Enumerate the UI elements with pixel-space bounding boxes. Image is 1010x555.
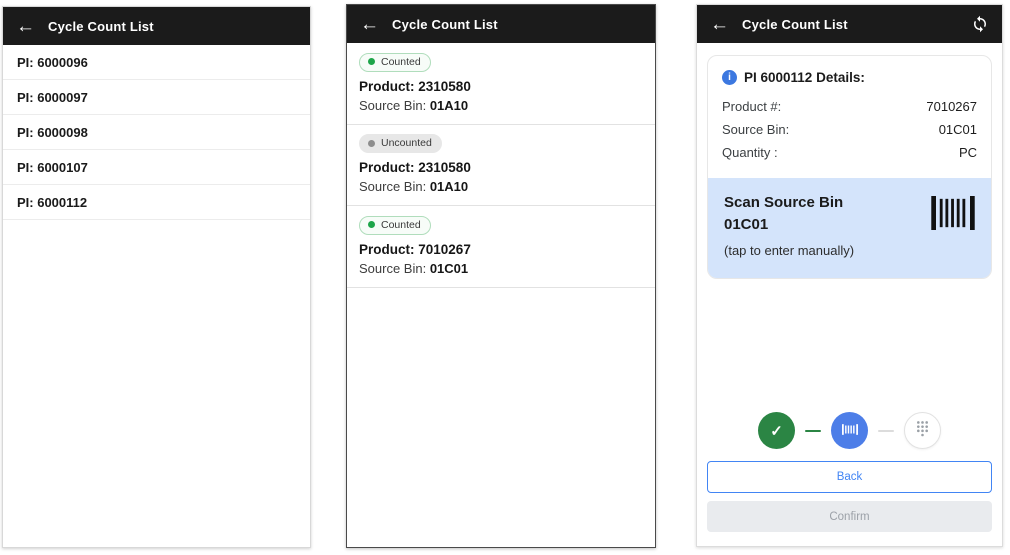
back-arrow-icon[interactable]: ←	[16, 15, 35, 37]
step-connector	[878, 429, 894, 432]
back-arrow-icon[interactable]: ←	[360, 13, 379, 35]
status-badge: Uncounted	[359, 134, 442, 153]
pi-details-card: i PI 6000112 Details: Product #: 7010267…	[707, 55, 992, 279]
keypad-icon	[916, 420, 929, 442]
detail-row: Quantity : PC	[722, 141, 977, 164]
step-scan-bin-active	[831, 412, 868, 449]
card-title-row: i PI 6000112 Details:	[708, 56, 991, 93]
pi-list-item[interactable]: PI: 6000098	[3, 115, 310, 150]
confirm-button[interactable]: Confirm	[707, 501, 992, 532]
detail-rows: Product #: 7010267 Source Bin: 01C01 Qua…	[708, 93, 991, 178]
pi-list-item[interactable]: PI: 6000112	[3, 185, 310, 220]
step-quantity-pending	[904, 412, 941, 449]
status-badge: Counted	[359, 215, 431, 235]
progress-stepper: ✓	[697, 412, 1002, 449]
detail-value: 01C01	[938, 122, 977, 137]
status-dot-icon	[368, 221, 375, 228]
appbar-title: Cycle Count List	[392, 16, 498, 32]
screen-pi-list: ← Cycle Count List PI: 6000096 PI: 60000…	[2, 6, 311, 548]
detail-value: PC	[958, 145, 977, 160]
refresh-icon[interactable]	[971, 15, 989, 33]
detail-row: Source Bin: 01C01	[722, 118, 977, 141]
count-list-item[interactable]: Uncounted Product: 2310580 Source Bin: 0…	[347, 125, 655, 206]
back-arrow-icon[interactable]: ←	[710, 13, 729, 35]
scan-title-line2: 01C01	[724, 215, 769, 233]
detail-label: Product #:	[722, 99, 782, 114]
scan-hint: (tap to enter manually)	[724, 242, 855, 258]
appbar: ← Cycle Count List	[347, 5, 655, 43]
detail-value: 7010267	[926, 99, 977, 114]
pi-list-item[interactable]: PI: 6000107	[3, 150, 310, 185]
empty-space	[697, 279, 1002, 412]
product-line: Product: 2310580	[359, 78, 471, 94]
status-label: Counted	[381, 218, 421, 231]
back-button[interactable]: Back	[707, 461, 992, 493]
screen-count-list: ← Cycle Count List Counted Product: 2310…	[346, 4, 656, 548]
count-list-item[interactable]: Counted Product: 7010267 Source Bin: 01C…	[347, 206, 655, 288]
detail-label: Quantity :	[722, 145, 778, 160]
product-line: Product: 2310580	[359, 160, 471, 175]
step-details-done: ✓	[758, 412, 795, 449]
source-bin-line: Source Bin: 01A10	[359, 97, 469, 113]
step-connector	[805, 429, 821, 432]
appbar: ← Cycle Count List	[697, 5, 1002, 43]
product-line: Product: 7010267	[359, 241, 471, 257]
status-label: Counted	[381, 55, 421, 68]
pi-list-item[interactable]: PI: 6000096	[3, 45, 310, 80]
appbar: ← Cycle Count List	[3, 7, 310, 45]
source-bin-line: Source Bin: 01C01	[359, 260, 469, 276]
detail-row: Product #: 7010267	[722, 95, 977, 118]
appbar-title: Cycle Count List	[48, 18, 154, 34]
detail-label: Source Bin:	[722, 122, 790, 137]
pi-list-item[interactable]: PI: 6000097	[3, 80, 310, 115]
appbar-title: Cycle Count List	[742, 16, 848, 32]
card-title: PI 6000112 Details:	[744, 70, 865, 85]
status-badge: Counted	[359, 52, 431, 72]
screen-pi-detail: ← Cycle Count List i PI 6000112 Details:…	[696, 4, 1003, 547]
scan-source-bin-panel[interactable]: Scan Source Bin 01C01 (tap to enter manu…	[708, 178, 991, 278]
pi-list: PI: 6000096 PI: 6000097 PI: 6000098 PI: …	[3, 45, 310, 220]
status-dot-icon	[368, 139, 375, 147]
status-dot-icon	[368, 58, 375, 65]
count-list: Counted Product: 2310580 Source Bin: 01A…	[347, 43, 655, 288]
scan-title-line1: Scan Source Bin	[724, 194, 844, 211]
info-icon: i	[722, 70, 737, 85]
count-list-item[interactable]: Counted Product: 2310580 Source Bin: 01A…	[347, 43, 655, 125]
detail-body: i PI 6000112 Details: Product #: 7010267…	[697, 43, 1002, 546]
barcode-icon	[931, 196, 975, 235]
scan-text: Scan Source Bin 01C01 (tap to enter manu…	[724, 192, 854, 258]
source-bin-line: Source Bin: 01A10	[359, 179, 469, 194]
check-icon: ✓	[770, 422, 783, 440]
barcode-icon	[841, 422, 858, 440]
status-label: Uncounted	[381, 137, 432, 149]
